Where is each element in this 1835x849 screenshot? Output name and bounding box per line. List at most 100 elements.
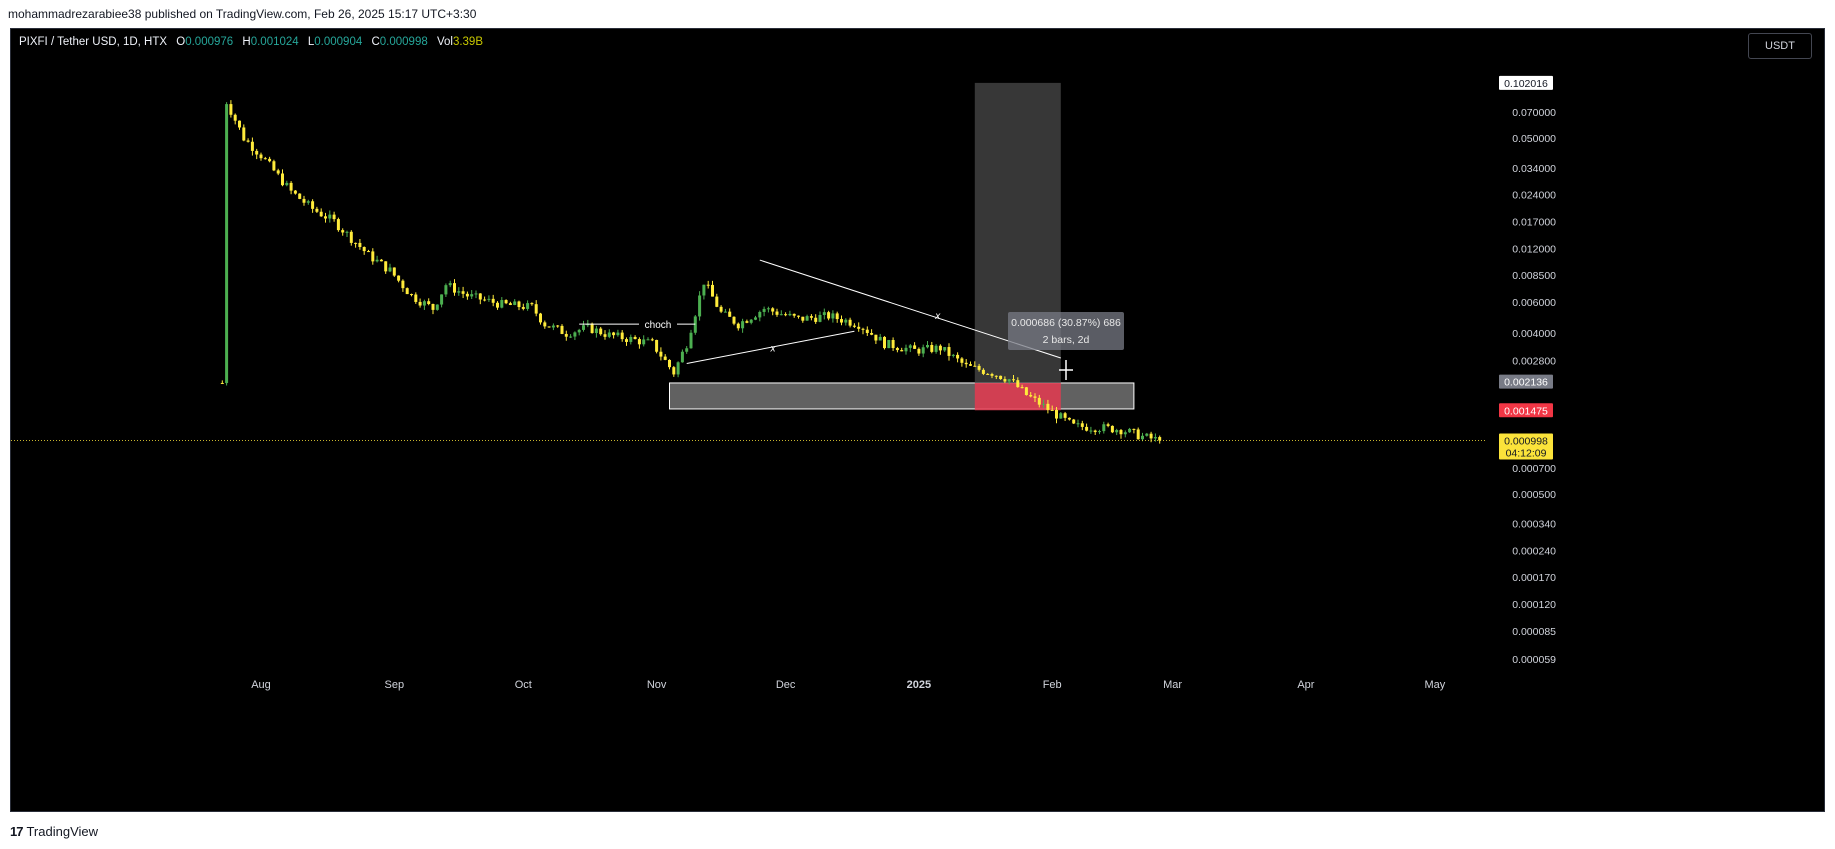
candle-body[interactable] <box>233 114 237 121</box>
candle-body[interactable] <box>289 182 293 191</box>
candle-body[interactable] <box>315 208 319 212</box>
candle-body[interactable] <box>827 312 831 319</box>
candle-body[interactable] <box>465 293 469 297</box>
wedge-line[interactable] <box>686 330 855 365</box>
candle-body[interactable] <box>444 285 448 295</box>
candle-body[interactable] <box>994 375 998 377</box>
candle-body[interactable] <box>659 351 663 357</box>
chart-pane[interactable]: choch x x 0.000686 (30.87%) 686 2 bars, 2d 0… <box>10 28 1825 812</box>
candle-body[interactable] <box>771 308 775 312</box>
candle-body[interactable] <box>977 365 981 370</box>
candle-body[interactable] <box>956 354 960 359</box>
candle-body[interactable] <box>822 312 826 315</box>
candle-body[interactable] <box>947 347 951 356</box>
candle-body[interactable] <box>1110 425 1114 433</box>
candle-body[interactable] <box>530 303 534 305</box>
candle-body[interactable] <box>354 242 358 244</box>
candle-body[interactable] <box>440 294 444 305</box>
candle-body[interactable] <box>560 325 564 334</box>
candle-body[interactable] <box>775 311 779 315</box>
candle-body[interactable] <box>594 328 598 334</box>
candle-body[interactable] <box>551 325 555 328</box>
candle-body[interactable] <box>852 325 856 327</box>
candle-body[interactable] <box>229 104 233 115</box>
candle-body[interactable] <box>311 201 315 209</box>
candle-body[interactable] <box>1145 433 1149 436</box>
candle-body[interactable] <box>1093 430 1097 433</box>
price-badge[interactable] <box>1499 374 1553 389</box>
candle-body[interactable] <box>857 326 861 329</box>
candle-body[interactable] <box>1119 430 1123 435</box>
candle-body[interactable] <box>500 300 504 308</box>
candle-body[interactable] <box>414 294 418 302</box>
candle-body[interactable] <box>913 345 917 349</box>
candle-body[interactable] <box>964 362 968 365</box>
candle-body[interactable] <box>379 259 383 262</box>
candle-body[interactable] <box>878 336 882 341</box>
candle-body[interactable] <box>930 345 934 352</box>
candle-body[interactable] <box>848 319 852 326</box>
candle-body[interactable] <box>1029 395 1033 397</box>
candle-body[interactable] <box>646 339 650 341</box>
candle-body[interactable] <box>969 364 972 366</box>
candle-body[interactable] <box>298 193 302 199</box>
candle-body[interactable] <box>637 339 641 345</box>
candle-body[interactable] <box>336 219 340 231</box>
candle-body[interactable] <box>478 293 482 300</box>
candle-body[interactable] <box>427 301 431 304</box>
candle-body[interactable] <box>1033 396 1037 398</box>
candle-body[interactable] <box>917 348 921 354</box>
candle-body[interactable] <box>943 347 947 351</box>
price-badge[interactable] <box>1499 75 1553 90</box>
candle-body[interactable] <box>358 242 362 248</box>
price-badge[interactable] <box>1499 403 1553 418</box>
candle-body[interactable] <box>711 284 714 297</box>
candle-body[interactable] <box>349 231 353 243</box>
candle-body[interactable] <box>242 127 246 141</box>
candle-body[interactable] <box>801 316 805 321</box>
candle-body[interactable] <box>547 326 551 328</box>
candle-body[interactable] <box>1076 423 1080 425</box>
candle-body[interactable] <box>779 314 783 316</box>
candle-body[interactable] <box>397 275 401 281</box>
candle-body[interactable] <box>1128 428 1132 433</box>
candle-body[interactable] <box>1072 419 1076 424</box>
candle-body[interactable] <box>904 347 908 352</box>
candle-body[interactable] <box>732 316 736 324</box>
candle-body[interactable] <box>926 345 929 348</box>
candle-body[interactable] <box>668 359 671 368</box>
candle-body[interactable] <box>981 369 985 374</box>
candle-body[interactable] <box>569 336 573 338</box>
candle-body[interactable] <box>276 170 280 174</box>
candle-body[interactable] <box>341 230 345 233</box>
candle-body[interactable] <box>745 321 749 323</box>
candle-body[interactable] <box>539 313 542 323</box>
candle-body[interactable] <box>306 201 310 203</box>
candle-body[interactable] <box>960 358 964 363</box>
candle-body[interactable] <box>1141 435 1144 440</box>
candle-body[interactable] <box>1067 417 1071 420</box>
candle-body[interactable] <box>1132 428 1136 430</box>
candle-body[interactable] <box>762 308 766 312</box>
candle-body[interactable] <box>689 332 693 349</box>
candle-body[interactable] <box>521 307 525 309</box>
candle-body[interactable] <box>1115 430 1119 433</box>
candle-body[interactable] <box>676 362 680 375</box>
candle-body[interactable] <box>388 267 392 272</box>
candle-body[interactable] <box>491 298 495 303</box>
candle-body[interactable] <box>999 375 1003 380</box>
candle-body[interactable] <box>625 339 628 342</box>
candle-body[interactable] <box>900 350 904 352</box>
candle-body[interactable] <box>1153 437 1157 439</box>
candle-body[interactable] <box>461 291 465 294</box>
legend-symbol[interactable]: PIXFI / Tether USD, 1D, HTX <box>19 36 168 48</box>
candle-body[interactable] <box>719 306 723 312</box>
candle-body[interactable] <box>418 301 422 306</box>
candle-body[interactable] <box>723 311 727 313</box>
candle-body[interactable] <box>908 345 912 348</box>
candle-body[interactable] <box>405 288 409 295</box>
candle-body[interactable] <box>422 301 426 306</box>
candle-body[interactable] <box>332 214 336 220</box>
candle-body[interactable] <box>1102 424 1106 432</box>
candle-body[interactable] <box>255 150 259 155</box>
